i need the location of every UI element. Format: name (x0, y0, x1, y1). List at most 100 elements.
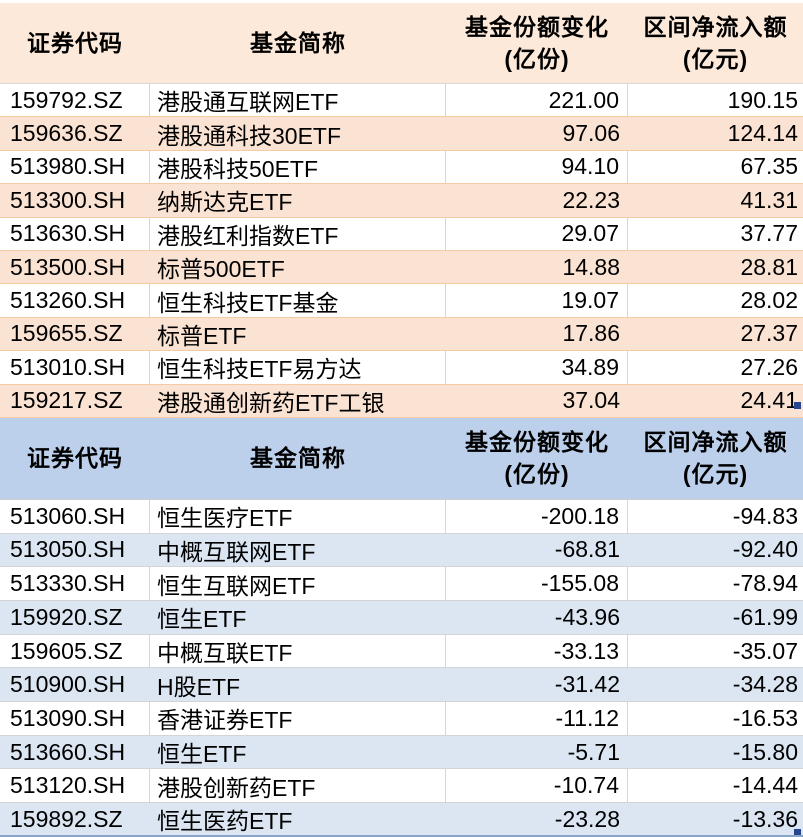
cell-net-inflow[interactable]: -78.94 (732, 570, 798, 597)
cell-name[interactable]: 港股科技50ETF (150, 150, 446, 184)
cell-code[interactable]: 513630.SH (0, 217, 150, 250)
inflow-header-net-inflow[interactable]: 区间净流入额 (亿元) (628, 3, 803, 83)
cell-net-inflow[interactable]: 67.35 (740, 153, 798, 180)
cell-code[interactable]: 159605.SZ (0, 634, 150, 668)
outflow-header-name[interactable]: 基金简称 (150, 418, 446, 499)
table-row: 513630.SH 港股红利指数ETF 29.07 37.77 (0, 217, 803, 251)
cell-net-inflow[interactable]: -14.44 (732, 772, 798, 799)
cell-name[interactable]: 恒生ETF (157, 741, 247, 768)
cell-share-change[interactable]: 34.89 (446, 351, 628, 384)
cell-code[interactable]: 513660.SH (10, 738, 126, 765)
table-row: 513010.SH 恒生科技ETF易方达 34.89 27.26 (0, 351, 803, 385)
cell-share-change[interactable]: -33.13 (446, 634, 628, 668)
cell-share-change[interactable]: 97.06 (562, 120, 620, 147)
cell-net-inflow[interactable]: 190.15 (727, 86, 798, 113)
cell-net-inflow[interactable]: -34.28 (732, 671, 798, 698)
cell-net-inflow[interactable]: 27.26 (740, 353, 798, 380)
cell-net-inflow[interactable]: -13.36 (732, 805, 798, 832)
cell-share-change[interactable]: 221.00 (446, 84, 628, 117)
table-row: 159636.SZ 港股通科技30ETF 97.06 124.14 (0, 117, 803, 151)
cell-name[interactable]: 中概互联网ETF (157, 538, 316, 565)
cell-share-change[interactable]: -10.74 (446, 769, 628, 803)
cell-share-change[interactable]: 37.04 (562, 387, 620, 414)
cell-share-change[interactable]: 14.88 (562, 253, 620, 280)
cell-name[interactable]: 恒生科技ETF易方达 (150, 351, 446, 384)
cell-share-change[interactable]: 94.10 (446, 150, 628, 184)
cell-name[interactable]: 恒生互联网ETF (150, 567, 446, 600)
cell-net-inflow[interactable]: -15.80 (732, 738, 798, 765)
cell-name[interactable]: 标普ETF (157, 322, 247, 349)
cell-name[interactable]: 港股通创新药ETF工银 (157, 389, 385, 416)
cell-code[interactable]: 510900.SH (10, 671, 126, 698)
cell-code[interactable]: 513500.SH (10, 253, 126, 280)
cell-code[interactable]: 513260.SH (0, 284, 150, 317)
cell-name[interactable]: 香港证券ETF (150, 702, 446, 735)
cell-code[interactable]: 513120.SH (0, 769, 150, 803)
cell-net-inflow[interactable]: 41.31 (740, 186, 798, 213)
cell-share-change[interactable]: -68.81 (554, 536, 620, 563)
table-row: 159605.SZ 中概互联ETF -33.13 -35.07 (0, 634, 803, 669)
cell-name[interactable]: 恒生科技ETF基金 (150, 284, 446, 317)
cell-share-change[interactable]: -43.96 (554, 603, 620, 630)
cell-net-inflow[interactable]: -61.99 (732, 603, 798, 630)
cell-code[interactable]: 159655.SZ (10, 320, 123, 347)
cell-code[interactable]: 159217.SZ (10, 387, 123, 414)
cell-net-inflow[interactable]: 27.37 (740, 320, 798, 347)
inflow-header-code[interactable]: 证券代码 (0, 3, 150, 83)
cell-net-inflow[interactable]: -16.53 (732, 704, 798, 731)
cell-share-change[interactable]: -5.71 (567, 738, 620, 765)
cell-net-inflow[interactable]: 24.41 (740, 387, 798, 414)
cell-name[interactable]: 港股红利指数ETF (150, 217, 446, 250)
cell-share-change[interactable]: -155.08 (446, 567, 628, 600)
cell-name[interactable]: 恒生医药ETF (157, 808, 293, 835)
cell-net-inflow[interactable]: 28.81 (740, 253, 798, 280)
cell-share-change[interactable]: 29.07 (446, 217, 628, 250)
cell-code[interactable]: 513300.SH (10, 186, 126, 213)
cell-share-change[interactable]: 22.23 (562, 186, 620, 213)
cell-name[interactable]: 港股通科技30ETF (157, 122, 342, 149)
cell-net-inflow[interactable]: -94.83 (732, 502, 798, 529)
cell-name[interactable]: H股ETF (157, 673, 241, 700)
cell-code[interactable]: 159892.SZ (10, 805, 123, 832)
cell-share-change[interactable]: -23.28 (554, 805, 620, 832)
outflow-header-share-change[interactable]: 基金份额变化 (亿份) (446, 418, 628, 499)
cell-net-inflow[interactable]: -35.07 (732, 637, 798, 664)
header-net-inflow-line1: 区间净流入额 (643, 429, 788, 456)
cell-share-change[interactable]: -11.12 (446, 702, 628, 735)
cell-name[interactable]: 中概互联ETF (150, 634, 446, 668)
cell-share-change[interactable]: -200.18 (446, 499, 628, 533)
table-row: 510900.SH H股ETF -31.42 -34.28 (0, 668, 803, 703)
cell-share-change[interactable]: 17.86 (562, 320, 620, 347)
cell-net-inflow[interactable]: 28.02 (740, 287, 798, 314)
header-net-inflow-line1: 区间净流入额 (643, 13, 788, 40)
cell-name[interactable]: 标普500ETF (157, 256, 285, 283)
inflow-header-share-change[interactable]: 基金份额变化 (亿份) (446, 3, 628, 83)
cell-share-change[interactable]: -31.42 (554, 671, 620, 698)
cell-net-inflow[interactable]: 124.14 (727, 120, 798, 147)
cell-code[interactable]: 513050.SH (10, 536, 126, 563)
outflow-header-code[interactable]: 证券代码 (0, 418, 150, 499)
selection-fill-handle[interactable] (794, 829, 801, 836)
cell-name[interactable]: 恒生ETF (157, 606, 247, 633)
header-net-inflow-line2: (亿元) (682, 461, 749, 488)
cell-code[interactable]: 513010.SH (0, 351, 150, 384)
header-name-label: 基金简称 (250, 29, 346, 56)
cell-code[interactable]: 159792.SZ (0, 84, 150, 117)
cell-code[interactable]: 513980.SH (0, 150, 150, 184)
cell-name[interactable]: 港股创新药ETF (150, 769, 446, 803)
selection-fill-handle[interactable] (794, 402, 801, 409)
outflow-header-row: 证券代码 基金简称 基金份额变化 (亿份) 区间净流入额 (亿元) (0, 417, 803, 500)
cell-code[interactable]: 159636.SZ (10, 120, 123, 147)
cell-code[interactable]: 159920.SZ (10, 603, 123, 630)
cell-code[interactable]: 513090.SH (0, 702, 150, 735)
cell-name[interactable]: 恒生医疗ETF (150, 499, 446, 533)
cell-code[interactable]: 513060.SH (0, 499, 150, 533)
outflow-header-net-inflow[interactable]: 区间净流入额 (亿元) (628, 418, 803, 499)
cell-net-inflow[interactable]: 37.77 (740, 220, 798, 247)
cell-name[interactable]: 纳斯达克ETF (157, 189, 293, 216)
cell-code[interactable]: 513330.SH (0, 567, 150, 600)
cell-name[interactable]: 港股通互联网ETF (150, 84, 446, 117)
cell-net-inflow[interactable]: -92.40 (732, 536, 798, 563)
cell-share-change[interactable]: 19.07 (446, 284, 628, 317)
inflow-header-name[interactable]: 基金简称 (150, 3, 446, 83)
